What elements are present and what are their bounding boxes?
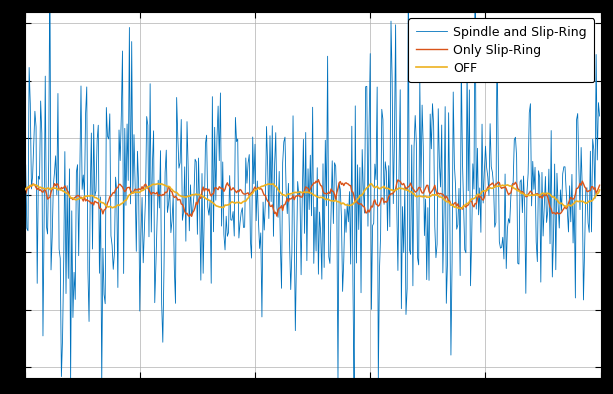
OFF — [584, 200, 592, 204]
OFF — [364, 185, 371, 190]
Only Slip-Ring — [21, 191, 28, 195]
Only Slip-Ring — [334, 186, 341, 191]
Only Slip-Ring — [295, 193, 302, 198]
Only Slip-Ring — [299, 195, 306, 199]
Only Slip-Ring — [188, 214, 196, 219]
Only Slip-Ring — [314, 177, 322, 182]
OFF — [495, 184, 502, 189]
OFF — [458, 206, 465, 211]
Only Slip-Ring — [365, 210, 373, 214]
Line: Only Slip-Ring: Only Slip-Ring — [25, 180, 600, 216]
Only Slip-Ring — [495, 180, 502, 184]
OFF — [299, 190, 306, 195]
Legend: Spindle and Slip-Ring, Only Slip-Ring, OFF: Spindle and Slip-Ring, Only Slip-Ring, O… — [408, 18, 595, 82]
Line: OFF: OFF — [25, 184, 600, 208]
OFF — [596, 188, 603, 192]
Only Slip-Ring — [596, 183, 603, 188]
Only Slip-Ring — [584, 189, 592, 194]
OFF — [154, 181, 162, 186]
OFF — [295, 190, 302, 195]
Spindle and Slip-Ring — [365, 123, 373, 127]
Spindle and Slip-Ring — [333, 204, 340, 208]
Spindle and Slip-Ring — [495, 147, 502, 151]
Spindle and Slip-Ring — [584, 220, 592, 225]
Spindle and Slip-Ring — [21, 206, 28, 210]
Spindle and Slip-Ring — [295, 193, 302, 197]
Line: Spindle and Slip-Ring: Spindle and Slip-Ring — [25, 0, 600, 394]
OFF — [333, 199, 340, 204]
Spindle and Slip-Ring — [596, 113, 603, 118]
Spindle and Slip-Ring — [299, 195, 306, 199]
OFF — [21, 188, 28, 193]
